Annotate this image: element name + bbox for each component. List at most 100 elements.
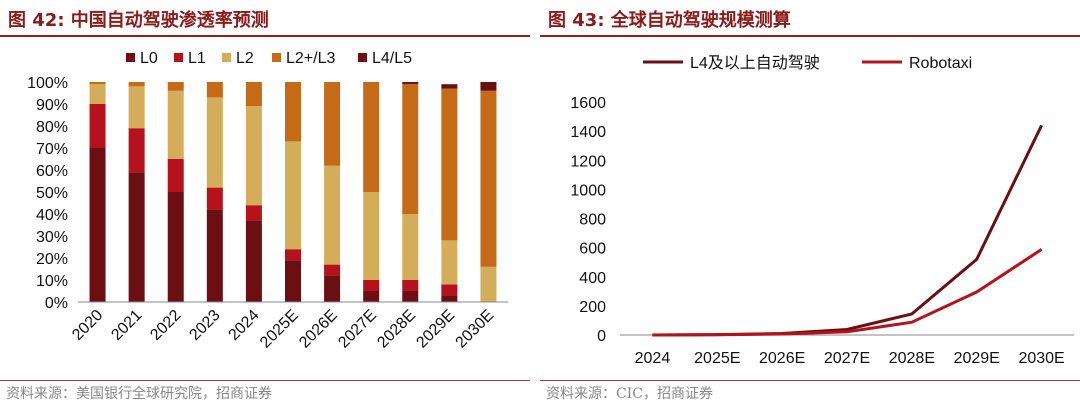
bar-segment-l2-l3 [402,84,419,214]
bar-segment-l0 [363,291,380,302]
y-tick-label: 0 [597,328,606,345]
bar-segment-l1 [167,159,184,192]
y-tick-label: 80% [36,119,68,136]
x-tick-label: 2029E [954,350,1000,367]
x-tick-label: 2027E [335,307,380,352]
y-tick-label: 20% [36,251,68,268]
bar-segment-l1 [206,187,223,210]
bar-segment-l0 [285,260,301,302]
series-line-l4 [652,124,1043,337]
y-tick-label: 50% [36,185,68,202]
series-line-robotaxi [652,248,1043,337]
y-tick-label: 1400 [570,124,606,141]
right-figure-title: 图 43: 全球自动驾驶规模测算 [548,10,791,31]
right-title-rule [540,35,1080,37]
y-tick-label: 100% [27,75,68,92]
bar-segment-l2 [89,84,106,104]
bar-segment-l2 [441,240,458,285]
x-tick-label: 2028E [374,307,419,352]
bar-segment-l0 [128,172,145,302]
y-tick-label: 40% [36,207,68,224]
bar-segment-l2-l3 [206,82,223,98]
bar-segment-l1 [441,284,458,296]
bar-segment-l1 [89,104,106,148]
bar-segment-l2 [480,266,497,302]
legend-swatch [272,53,281,62]
y-tick-label: 0% [45,295,68,312]
bar-segment-l1 [402,280,419,291]
left-bottom-rule [0,380,530,381]
bar-segment-l0 [324,275,341,302]
bar-segment-l0 [89,148,106,302]
bar-segment-l2 [324,165,341,265]
x-tick-label: 2025E [257,307,302,352]
y-tick-label: 1200 [570,153,606,170]
y-tick-label: 1600 [570,95,606,112]
bar-segment-l4-l5 [441,84,458,89]
bar-segment-l4-l5 [402,82,419,85]
legend-swatch [222,53,231,62]
x-tick-label: 2021 [108,307,145,344]
bar-segment-l4-l5 [480,82,497,91]
stacked-bar-chart: 0%10%20%30%40%50%60%70%80%90%100%2020 202… [27,50,508,352]
bar-segment-l2-l3 [245,82,262,107]
legend-swatch [126,53,135,62]
bar-segment-l2-l3 [480,90,497,267]
bar-segment-l0 [441,295,458,302]
right-bottom-rule [540,380,1080,381]
bar-segment-l2-l3 [285,82,301,142]
bar-segment-l2-l3 [324,82,341,166]
y-tick-label: 10% [36,273,68,290]
bar-segment-l2 [245,106,262,206]
bar-segment-l1 [128,128,145,173]
y-tick-label: 600 [579,241,606,258]
legend-label: L1 [188,50,206,67]
y-tick-label: 60% [36,163,68,180]
left-source-note: 资料来源：美国银行全球研究院，招商证券 [6,386,272,402]
x-tick-label: 2028E [889,350,935,367]
x-tick-label: 2029E [413,307,458,352]
bar-segment-l2 [128,86,145,129]
left-figure-panel: 图 42: 中国自动驾驶渗透率预测 0% 10% 20% 30% 40% 50% 60% 70… [0,0,530,409]
right-figure-panel: 图 43: 全球自动驾驶规模测算 0 200 400 600 800 1000 1200 14… [540,0,1080,409]
x-tick-label: 2022 [147,307,184,344]
y-tick-label: 70% [36,141,68,158]
y-tick-label: 1000 [570,182,606,199]
bar-segment-l2-l3 [167,82,184,91]
legend-swatch [358,53,367,62]
y-tick-label: 400 [579,270,606,287]
legend-swatch [174,53,183,62]
x-tick-label: 2020 [69,307,106,344]
x-tick-label: 2024 [635,350,671,367]
legend-label: L4/L5 [372,50,412,67]
bar-segment-l1 [285,249,301,261]
legend-label: L0 [140,50,158,67]
bar-segment-l2 [402,214,419,280]
x-tick-label: 2030E [453,307,498,352]
bar-segment-l0 [206,209,223,302]
legend-label: L2 [236,50,254,67]
x-tick-label: 2027E [824,350,870,367]
bar-segment-l2-l3 [89,82,106,85]
bar-segment-l2-l3 [441,88,458,241]
bar-segment-l2 [167,90,184,159]
bar-segment-l0 [245,220,262,302]
legend-label: Robotaxi [909,55,972,72]
line-chart: 0 200 400 600 800 1000 1200 1400 1600 2024 2025E 20… [570,54,1074,367]
bar-segment-l2 [285,141,301,250]
bar-segment-l2-l3 [128,82,145,87]
bar-segment-l1 [324,264,341,276]
x-tick-label: 2025E [694,350,740,367]
y-tick-label: 200 [579,299,606,316]
legend-label: L2+/L3 [286,50,335,67]
right-source-note: 资料来源：CIC，招商证券 [546,386,713,402]
x-tick-label: 2026E [759,350,805,367]
x-tick-label: 2023 [186,307,223,344]
bar-segment-l0 [402,291,419,302]
x-tick-label: 2030E [1018,350,1064,367]
bar-segment-l2-l3 [363,82,380,192]
bar-segment-l1 [245,205,262,221]
bar-segment-l0 [167,192,184,302]
bar-segment-l2 [363,192,380,280]
y-tick-label: 800 [579,212,606,229]
